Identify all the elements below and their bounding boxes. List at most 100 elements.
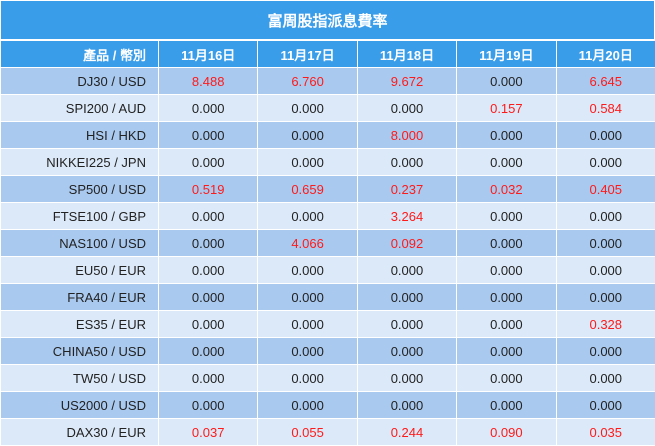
rate-cell: 0.237	[356, 175, 458, 203]
column-header-date: 11月19日	[456, 40, 557, 68]
rate-cell: 4.066	[257, 229, 358, 257]
rate-cell: 0.244	[356, 418, 458, 446]
rate-cell: 0.000	[456, 229, 557, 257]
product-cell: CHINA50 / USD	[0, 337, 159, 365]
rate-cell: 0.000	[555, 121, 655, 149]
rate-cell: 0.035	[555, 418, 655, 446]
rate-cell: 0.000	[356, 148, 458, 176]
rate-cell: 6.645	[555, 67, 655, 95]
product-cell: SPI200 / AUD	[0, 94, 159, 122]
rate-cell: 0.000	[555, 391, 655, 419]
rate-cell: 0.000	[257, 283, 358, 311]
table-row: TW50 / USD 0.000 0.000 0.000 0.000 0.000	[0, 364, 655, 392]
table-row: SP500 / USD 0.519 0.659 0.237 0.032 0.405	[0, 175, 655, 203]
product-cell: DAX30 / EUR	[0, 418, 159, 446]
rate-cell: 8.488	[157, 67, 259, 95]
product-cell: US2000 / USD	[0, 391, 159, 419]
rate-cell: 0.000	[257, 202, 358, 230]
rate-cell: 0.000	[356, 310, 458, 338]
rate-cell: 0.000	[257, 391, 358, 419]
rate-cell: 0.000	[257, 256, 358, 284]
rate-cell: 0.000	[456, 337, 557, 365]
table-row: CHINA50 / USD 0.000 0.000 0.000 0.000 0.000	[0, 337, 655, 365]
rate-cell: 0.000	[356, 364, 458, 392]
rate-cell: 0.032	[456, 175, 557, 203]
rate-cell: 0.000	[356, 94, 458, 122]
rate-cell: 0.000	[356, 283, 458, 311]
rate-cell: 0.092	[356, 229, 458, 257]
rate-cell: 0.000	[157, 202, 259, 230]
rate-cell: 0.659	[257, 175, 358, 203]
rate-cell: 0.000	[157, 283, 259, 311]
product-cell: EU50 / EUR	[0, 256, 159, 284]
rate-cell: 0.000	[456, 121, 557, 149]
rate-cell: 0.157	[456, 94, 557, 122]
rate-cell: 0.000	[157, 310, 259, 338]
rate-cell: 0.000	[555, 364, 655, 392]
product-cell: ES35 / EUR	[0, 310, 159, 338]
table-row: ES35 / EUR 0.000 0.000 0.000 0.000 0.328	[0, 310, 655, 338]
rate-cell: 0.090	[456, 418, 557, 446]
rate-cell: 3.264	[356, 202, 458, 230]
product-cell: FRA40 / EUR	[0, 283, 159, 311]
product-cell: TW50 / USD	[0, 364, 159, 392]
table-row: FRA40 / EUR 0.000 0.000 0.000 0.000 0.000	[0, 283, 655, 311]
rate-cell: 0.000	[356, 391, 458, 419]
product-cell: DJ30 / USD	[0, 67, 159, 95]
table-row: DJ30 / USD 8.488 6.760 9.672 0.000 6.645	[0, 67, 655, 95]
rate-cell: 9.672	[356, 67, 458, 95]
rate-cell: 0.000	[257, 148, 358, 176]
table-row: EU50 / EUR 0.000 0.000 0.000 0.000 0.000	[0, 256, 655, 284]
rate-cell: 0.000	[456, 202, 557, 230]
rate-cell: 0.000	[157, 148, 259, 176]
table-title: 富周股指派息費率	[0, 0, 655, 40]
rate-cell: 0.000	[257, 337, 358, 365]
table-row: FTSE100 / GBP 0.000 0.000 3.264 0.000 0.000	[0, 202, 655, 230]
rate-cell: 0.519	[157, 175, 259, 203]
product-cell: NIKKEI225 / JPN	[0, 148, 159, 176]
rate-cell: 0.000	[456, 148, 557, 176]
product-cell: SP500 / USD	[0, 175, 159, 203]
table-row: DAX30 / EUR 0.037 0.055 0.244 0.090 0.035	[0, 418, 655, 446]
rate-cell: 0.000	[257, 94, 358, 122]
column-header-product: 產品 / 幣別	[0, 40, 159, 68]
rate-cell: 0.000	[456, 283, 557, 311]
rate-cell: 0.000	[157, 121, 259, 149]
rate-cell: 0.000	[157, 256, 259, 284]
table-body: DJ30 / USD 8.488 6.760 9.672 0.000 6.645 SPI20…	[0, 67, 655, 446]
rate-cell: 0.000	[157, 391, 259, 419]
rate-cell: 0.000	[456, 364, 557, 392]
rate-cell: 0.000	[257, 310, 358, 338]
rate-cell: 0.000	[555, 202, 655, 230]
rate-cell: 0.000	[157, 364, 259, 392]
rate-cell: 0.000	[257, 364, 358, 392]
rate-cell: 0.328	[555, 310, 655, 338]
rate-cell: 0.055	[257, 418, 358, 446]
column-header-date: 11月20日	[555, 40, 655, 68]
rate-cell: 0.000	[157, 94, 259, 122]
rate-cell: 0.000	[356, 337, 458, 365]
dividend-table: 產品 / 幣別 11月16日 11月17日 11月18日 11月19日 11月2…	[0, 40, 655, 446]
product-cell: NAS100 / USD	[0, 229, 159, 257]
column-header-date: 11月17日	[257, 40, 358, 68]
column-header-date: 11月16日	[157, 40, 259, 68]
rate-cell: 0.000	[356, 256, 458, 284]
rate-cell: 0.000	[555, 337, 655, 365]
rate-cell: 6.760	[257, 67, 358, 95]
rate-cell: 0.000	[555, 229, 655, 257]
rate-cell: 0.000	[157, 229, 259, 257]
rate-cell: 0.037	[157, 418, 259, 446]
table-row: SPI200 / AUD 0.000 0.000 0.000 0.157 0.584	[0, 94, 655, 122]
rate-cell: 8.000	[356, 121, 458, 149]
table-row: HSI / HKD 0.000 0.000 8.000 0.000 0.000	[0, 121, 655, 149]
rate-cell: 0.000	[157, 337, 259, 365]
rate-cell: 0.000	[555, 283, 655, 311]
rate-cell: 0.000	[555, 148, 655, 176]
table-row: NIKKEI225 / JPN 0.000 0.000 0.000 0.000 0.000	[0, 148, 655, 176]
rate-cell: 0.584	[555, 94, 655, 122]
table-row: US2000 / USD 0.000 0.000 0.000 0.000 0.000	[0, 391, 655, 419]
table-row: NAS100 / USD 0.000 4.066 0.092 0.000 0.000	[0, 229, 655, 257]
column-header-date: 11月18日	[356, 40, 458, 68]
product-cell: HSI / HKD	[0, 121, 159, 149]
